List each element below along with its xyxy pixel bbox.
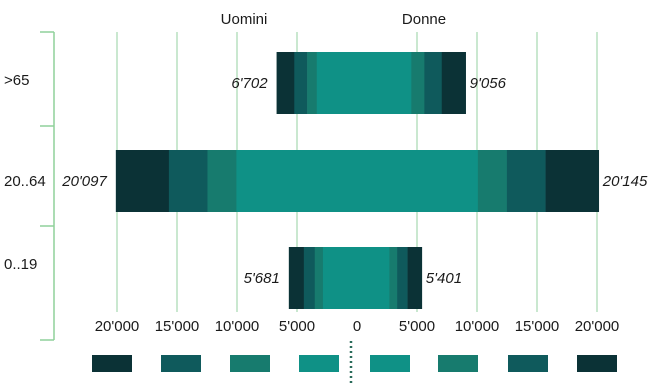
bar-segment-uomini <box>316 52 358 114</box>
data-label-donne: 20'145 <box>602 173 648 190</box>
x-tick-label: 5'000 <box>399 318 435 335</box>
bar-segment-donne <box>424 52 443 114</box>
color-legend <box>92 341 617 384</box>
x-tick-label: 20'000 <box>575 318 620 335</box>
category-label: 0..19 <box>4 256 37 273</box>
bar-segment-donne <box>357 247 390 309</box>
legend-swatch <box>230 355 270 372</box>
bars <box>115 52 600 309</box>
bar-segment-uomini <box>207 150 237 212</box>
data-label-donne: 9'056 <box>470 75 507 92</box>
legend-swatch <box>438 355 478 372</box>
bar-segment-uomini <box>168 150 208 212</box>
legend-swatch <box>161 355 201 372</box>
bar-segment-donne <box>545 150 600 212</box>
bar-segment-donne <box>397 247 408 309</box>
legend-swatch <box>92 355 132 372</box>
bar-segment-uomini <box>115 150 170 212</box>
bar-segment-donne <box>441 52 466 114</box>
bar-segment-donne <box>357 150 479 212</box>
legend-swatch <box>508 355 548 372</box>
x-tick-label: 15'000 <box>155 318 200 335</box>
category-label: 20..64 <box>4 173 46 190</box>
bar-segment-donne <box>506 150 546 212</box>
data-label-donne: 5'401 <box>426 270 462 287</box>
bar-segment-uomini <box>322 247 358 309</box>
x-tick-label: 15'000 <box>515 318 560 335</box>
x-tick-label: 10'000 <box>215 318 260 335</box>
legend-swatch <box>299 355 339 372</box>
bar-segment-donne <box>477 150 508 212</box>
bar-segment-donne <box>407 247 423 309</box>
header-donne: Donne <box>402 11 446 28</box>
category-bracket <box>40 31 55 341</box>
data-label-uomini: 20'097 <box>61 173 107 190</box>
data-label-uomini: 6'702 <box>231 75 268 92</box>
bar-segment-uomini <box>314 247 324 309</box>
bar-segment-donne <box>389 247 398 309</box>
bar-segment-uomini <box>288 247 305 309</box>
category-label: >65 <box>4 72 29 89</box>
header-uomini: Uomini <box>221 11 268 28</box>
bar-segment-uomini <box>307 52 318 114</box>
bar-segment-donne <box>411 52 425 114</box>
bar-segment-uomini <box>303 247 316 309</box>
bar-segment-uomini <box>276 52 295 114</box>
labels: 6'702 9'056 >65 20'097 20'145 20..64 5'681 5'40… <box>4 11 648 335</box>
x-tick-label: 0 <box>353 318 361 335</box>
legend-swatch <box>370 355 410 372</box>
x-tick-label: 20'000 <box>95 318 140 335</box>
bar-segment-uomini <box>236 150 358 212</box>
x-tick-label: 10'000 <box>455 318 500 335</box>
bar-segment-uomini <box>294 52 308 114</box>
data-label-uomini: 5'681 <box>244 270 280 287</box>
bar-segment-donne <box>357 52 412 114</box>
legend-swatch <box>577 355 617 372</box>
x-tick-label: 5'000 <box>279 318 315 335</box>
